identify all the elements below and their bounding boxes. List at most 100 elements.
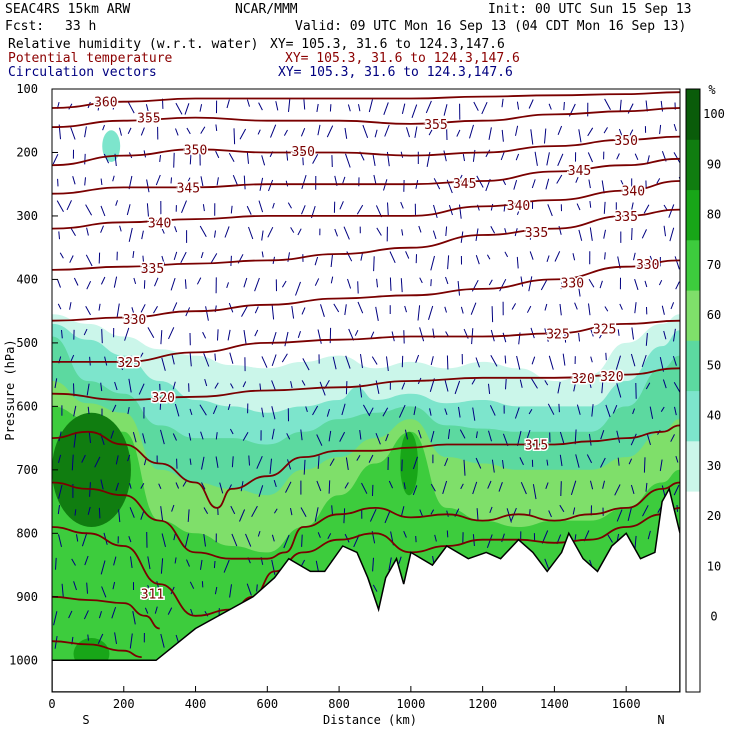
vector-arrow: [559, 454, 563, 467]
vector-arrow: [630, 353, 636, 367]
vector-arrow: [303, 459, 306, 475]
theta-label: 345: [177, 181, 200, 196]
vector-arrow: [403, 531, 407, 538]
vector-arrow: [491, 459, 495, 473]
vector-arrow: [184, 279, 187, 289]
vector-arrow: [300, 128, 306, 137]
vector-arrow: [372, 557, 374, 572]
vector-arrow: [559, 504, 565, 513]
vector-arrow: [400, 278, 403, 293]
theta-label: 335: [614, 210, 637, 225]
vector-arrow: [386, 356, 389, 372]
vector-arrow: [170, 177, 172, 184]
vector-arrow: [326, 125, 334, 138]
vector-arrow: [319, 381, 326, 396]
vector-arrow: [219, 482, 224, 494]
vector-arrow: [534, 151, 538, 166]
vector-arrow: [113, 276, 118, 288]
vector-arrow: [530, 129, 534, 145]
theta-contour-307: [52, 640, 142, 658]
vector-arrow: [544, 380, 549, 386]
vector-arrow: [382, 407, 389, 417]
vector-arrow: [233, 128, 236, 145]
vector-arrow: [405, 251, 410, 259]
theta-label: 340: [507, 199, 530, 214]
vector-arrow: [314, 507, 319, 522]
vector-arrow: [57, 505, 60, 515]
vector-arrow: [87, 406, 90, 414]
vector-arrow: [444, 306, 447, 313]
vector-arrow: [374, 129, 378, 138]
vector-arrow: [160, 506, 164, 522]
vector-arrow: [528, 409, 533, 415]
y-tick-label: 500: [16, 336, 38, 350]
vector-arrow: [181, 200, 187, 213]
vector-arrow: [329, 104, 332, 112]
vector-arrow: [475, 431, 478, 439]
vector-arrow: [630, 433, 637, 446]
vector-arrow: [141, 230, 144, 240]
vector-arrow: [501, 98, 504, 108]
vector-arrow: [384, 124, 390, 137]
vector-arrow: [627, 506, 633, 522]
vector-arrow: [58, 484, 63, 499]
vector-arrow: [641, 229, 647, 239]
field-theta-name: Potential temperature: [8, 51, 173, 66]
vector-arrow: [227, 403, 231, 411]
vector-arrow: [606, 533, 613, 543]
vector-arrow: [114, 381, 118, 391]
vector-arrow: [140, 483, 145, 489]
vector-arrow: [519, 457, 524, 466]
vector-arrow: [230, 205, 233, 214]
vector-arrow: [361, 482, 368, 494]
vector-arrow: [444, 379, 449, 392]
colorbar-tick-label: 70: [707, 258, 721, 272]
vector-arrow: [674, 406, 677, 416]
vector-arrow: [588, 278, 595, 288]
vector-arrow: [297, 228, 302, 236]
vector-arrow: [69, 302, 72, 310]
vector-arrow: [647, 530, 651, 540]
vector-arrow: [341, 403, 346, 416]
vector-arrow: [215, 456, 219, 468]
vector-arrow: [375, 306, 379, 321]
vector-arrow: [261, 251, 264, 258]
theta-label: 350: [291, 145, 314, 160]
vector-arrow: [548, 103, 552, 110]
vector-arrow: [445, 276, 449, 285]
theta-label: 325: [117, 356, 140, 371]
vector-arrow: [140, 304, 146, 313]
vector-arrow: [223, 559, 230, 573]
theta-label: 335: [141, 262, 164, 277]
vector-arrow: [463, 459, 466, 476]
vector-arrow: [488, 127, 492, 140]
vector-arrow: [124, 327, 130, 341]
vector-arrow: [203, 534, 206, 547]
vector-arrow: [113, 556, 117, 566]
vector-arrow: [505, 378, 507, 390]
vector-arrow: [155, 174, 161, 186]
vector-arrow: [261, 407, 264, 418]
vector-arrow: [419, 509, 423, 517]
vector-arrow: [660, 406, 665, 412]
vector-arrow: [127, 407, 130, 415]
vector-arrow: [616, 383, 622, 398]
vector-arrow: [100, 382, 103, 392]
vector-arrow: [147, 556, 151, 570]
colorbar-tick-label: 50: [707, 358, 721, 372]
vector-arrow: [227, 329, 231, 341]
vector-arrow: [258, 102, 263, 111]
y-tick-label: 400: [16, 272, 38, 286]
vector-arrow: [560, 481, 562, 497]
vector-arrow: [419, 327, 425, 342]
vector-arrow: [86, 280, 92, 290]
vector-arrow: [413, 406, 417, 416]
vector-arrow: [574, 302, 578, 310]
vector-arrow: [246, 583, 252, 596]
vector-arrow: [591, 404, 594, 417]
vector-arrow: [287, 202, 292, 209]
vector-arrow: [557, 125, 563, 135]
vector-arrow: [673, 328, 676, 342]
vector-arrow: [142, 255, 145, 271]
vector-arrow: [173, 152, 175, 168]
